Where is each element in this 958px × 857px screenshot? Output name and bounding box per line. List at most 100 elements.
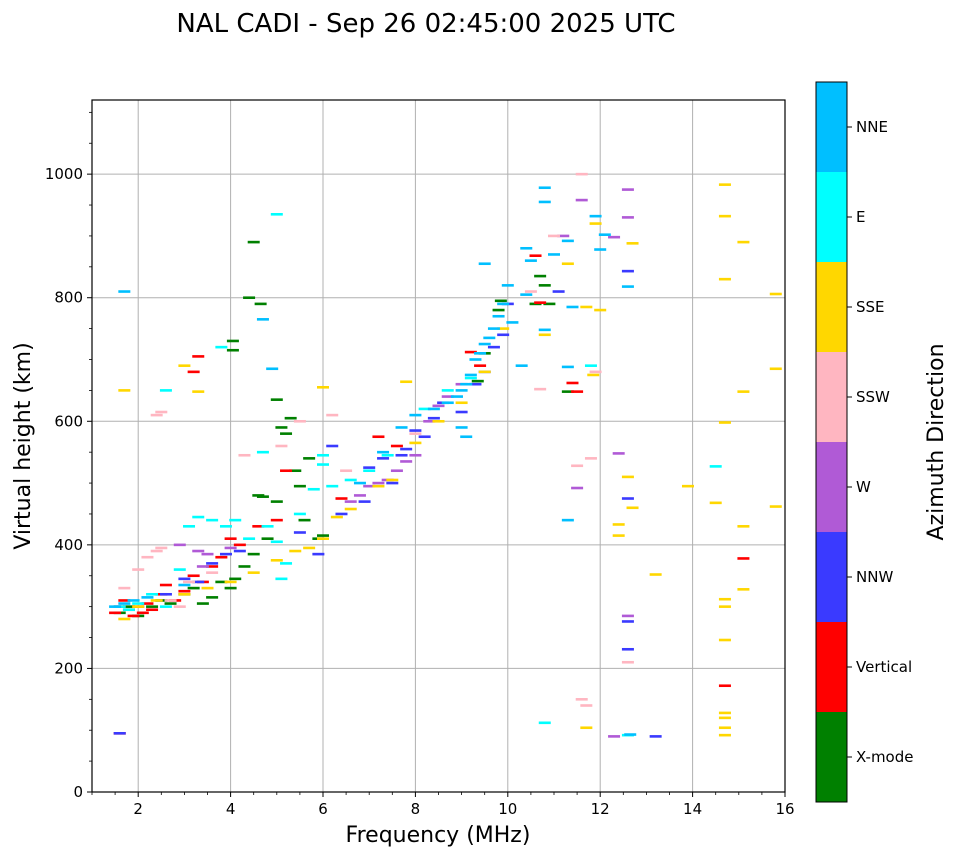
data-point [173, 568, 186, 571]
colorbar-title: Azimuth Direction [924, 343, 949, 540]
data-point [178, 592, 191, 596]
data-point [594, 308, 607, 312]
colorbar-label: SSE [856, 298, 885, 316]
data-point [501, 284, 514, 287]
data-point [737, 390, 750, 393]
data-point [335, 512, 348, 516]
data-point [561, 262, 574, 266]
data-point [229, 518, 242, 522]
colorbar-segment [816, 172, 847, 262]
data-point [571, 390, 584, 393]
data-point [206, 562, 219, 565]
data-point [192, 515, 205, 519]
data-point [363, 469, 376, 473]
data-point [589, 214, 602, 218]
data-point [293, 484, 306, 488]
data-point [718, 214, 731, 218]
data-point [150, 549, 163, 553]
data-point [409, 429, 422, 432]
data-point [187, 370, 200, 374]
data-point [566, 305, 579, 309]
data-point [293, 419, 306, 423]
data-point [270, 500, 283, 503]
data-point [344, 500, 357, 503]
data-point [621, 216, 634, 219]
data-point [497, 302, 510, 306]
data-point [146, 605, 159, 608]
series-ssw [118, 172, 634, 707]
data-point [280, 469, 293, 473]
data-point [201, 586, 214, 590]
data-point [224, 580, 237, 584]
data-point [580, 305, 593, 309]
data-point [594, 248, 607, 251]
data-point [450, 395, 463, 398]
data-point [132, 568, 145, 571]
data-point [455, 389, 468, 392]
data-points [109, 172, 782, 738]
data-point [275, 577, 288, 581]
data-point [737, 557, 750, 560]
data-point [226, 339, 239, 343]
data-point [718, 733, 731, 737]
data-point [243, 296, 256, 300]
chart-title: NAL CADI - Sep 26 02:45:00 2025 UTC [176, 9, 675, 39]
data-point [183, 525, 196, 528]
colorbar-label: NNW [856, 568, 893, 586]
data-point [441, 389, 454, 392]
data-point [427, 416, 440, 420]
data-point [626, 506, 639, 510]
data-point [621, 660, 634, 664]
data-point [201, 552, 214, 556]
data-point [386, 481, 399, 485]
data-point [261, 537, 274, 540]
data-point [132, 602, 145, 605]
y-tick-label: 1000 [45, 165, 83, 183]
data-point [483, 336, 496, 340]
data-point [681, 484, 694, 488]
data-point [155, 410, 168, 414]
data-point [233, 543, 246, 547]
series-nnw [113, 269, 662, 738]
data-point [418, 435, 431, 439]
data-point [377, 450, 390, 454]
data-point [538, 328, 551, 332]
data-point [621, 614, 634, 618]
data-point [141, 596, 154, 599]
x-tick-label: 8 [411, 800, 421, 818]
data-point [718, 277, 731, 281]
data-point [118, 389, 131, 392]
y-tick-label: 800 [54, 289, 83, 307]
data-point [478, 342, 491, 346]
data-point [649, 735, 662, 738]
data-point [270, 398, 283, 401]
data-point [215, 555, 228, 559]
data-point [270, 559, 283, 562]
data-point [612, 534, 625, 537]
data-point [307, 487, 320, 491]
plot-background [92, 100, 785, 792]
data-point [252, 525, 265, 528]
data-point [270, 213, 283, 216]
data-point [464, 373, 477, 377]
data-point [460, 435, 473, 439]
data-point [358, 500, 371, 503]
data-point [469, 358, 482, 361]
data-point [261, 525, 274, 528]
data-point [464, 376, 477, 380]
data-point [270, 518, 283, 522]
data-point [621, 497, 634, 500]
data-point [344, 507, 357, 511]
data-point [769, 505, 782, 508]
data-point [293, 512, 306, 516]
data-point [469, 382, 482, 386]
x-tick-label: 2 [133, 800, 143, 818]
data-point [621, 475, 634, 479]
data-point [326, 413, 339, 417]
data-point [226, 348, 239, 352]
data-point [718, 421, 731, 424]
data-point [561, 239, 574, 243]
data-point [390, 469, 403, 473]
data-point [243, 537, 256, 540]
data-point [418, 407, 431, 411]
